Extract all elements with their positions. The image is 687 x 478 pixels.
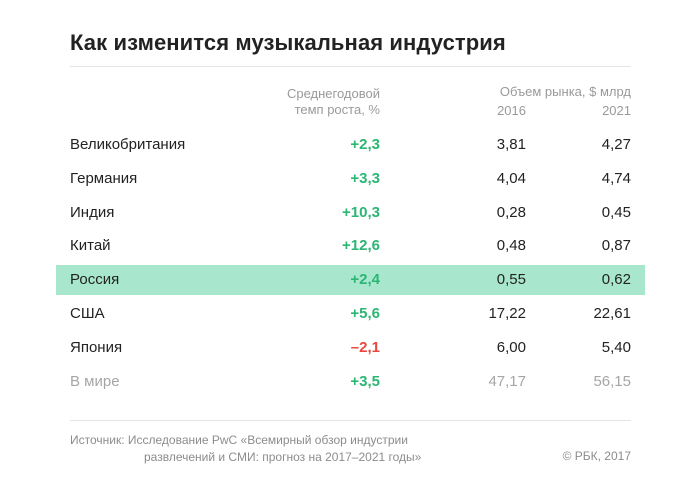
year-2016-header: 2016 [497, 103, 526, 118]
growth-value: +5,6 [350, 305, 380, 322]
country-name: Япония [70, 339, 123, 356]
market-2021-value: 4,74 [601, 170, 631, 187]
market-2016-value: 0,48 [496, 237, 526, 254]
growth-value: +3,3 [350, 170, 380, 187]
source-line2: развлечений и СМИ: прогноз на 2017–2021 … [144, 450, 422, 464]
country-name: Россия [70, 271, 120, 288]
country-name: США [70, 305, 105, 322]
market-2021-value: 0,45 [601, 204, 631, 221]
market-2021-value: 22,61 [593, 305, 631, 322]
country-name: Германия [70, 170, 138, 187]
market-2016-value: 6,00 [496, 339, 526, 356]
market-2021-value: 5,40 [601, 339, 631, 356]
market-column-header: Объем рынка, $ млрд [499, 84, 631, 99]
country-name: Китай [70, 237, 111, 254]
market-2021-value: 0,87 [601, 237, 631, 254]
table-row: Индия +10,3 0,28 0,45 [56, 198, 645, 228]
source-note: Источник: Исследование PwC «Всемирный об… [70, 432, 500, 466]
source-line1: Источник: Исследование PwC «Всемирный об… [70, 433, 408, 447]
growth-value: +2,4 [350, 271, 380, 288]
growth-header-line2: темп роста, % [294, 102, 380, 117]
country-name: Индия [70, 204, 115, 221]
table-row: Япония –2,1 6,00 5,40 [56, 333, 645, 363]
country-name: Великобритания [70, 136, 186, 153]
table-row: Великобритания +2,3 3,81 4,27 [56, 130, 645, 160]
growth-value: +12,6 [342, 237, 380, 254]
year-2021-header: 2021 [602, 103, 631, 118]
growth-value: +2,3 [350, 136, 380, 153]
growth-column-header: Среднегодовой темп роста, % [230, 86, 380, 118]
market-2016-value: 0,28 [496, 204, 526, 221]
table-row: Китай +12,6 0,48 0,87 [56, 231, 645, 261]
table-row: США +5,6 17,22 22,61 [56, 299, 645, 329]
table-row: Россия +2,4 0,55 0,62 [56, 265, 645, 295]
table-row: В мире +3,5 47,17 56,15 [56, 367, 645, 397]
top-divider [70, 66, 631, 67]
market-2016-value: 3,81 [496, 136, 526, 153]
copyright: © РБК, 2017 [562, 449, 631, 463]
growth-value: +10,3 [342, 204, 380, 221]
market-2021-value: 4,27 [601, 136, 631, 153]
growth-value: –2,1 [350, 339, 380, 356]
bottom-divider [70, 420, 631, 421]
market-2016-value: 17,22 [488, 305, 526, 322]
growth-header-line1: Среднегодовой [286, 86, 380, 101]
market-2016-value: 4,04 [496, 170, 526, 187]
market-2016-value: 0,55 [496, 271, 526, 288]
page-title: Как изменится музыкальная индустрия [70, 30, 506, 55]
market-2021-value: 56,15 [593, 373, 631, 390]
market-2016-value: 47,17 [488, 373, 526, 390]
country-name: В мире [70, 373, 120, 390]
growth-value: +3,5 [350, 373, 380, 390]
table-row: Германия +3,3 4,04 4,74 [56, 164, 645, 194]
market-2021-value: 0,62 [601, 271, 631, 288]
